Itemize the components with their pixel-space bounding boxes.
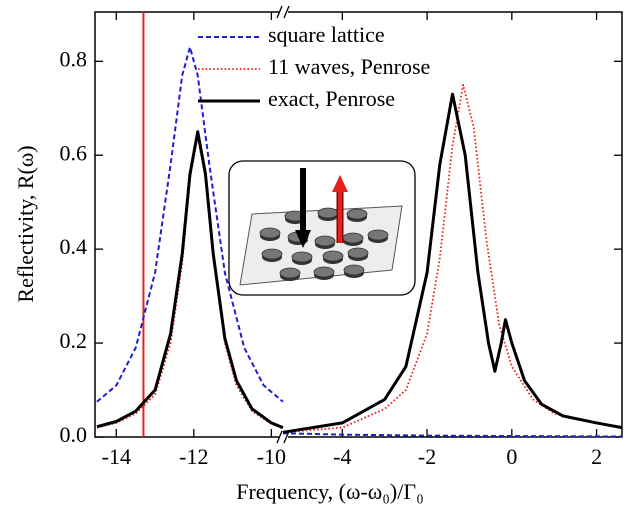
disk-top (291, 251, 313, 263)
axis-break (276, 4, 290, 445)
y-tick-label: 0.2 (60, 328, 88, 353)
x-axis-label: Frequency, (ω-ω₀)/Γ₀ (236, 479, 424, 504)
series-line (282, 92, 623, 434)
x-tick-label: 2 (591, 444, 602, 469)
legend-label: 11 waves, Penrose (268, 54, 430, 79)
disk-top (343, 264, 365, 276)
series-line (96, 130, 284, 430)
y-tick-label: 0.0 (60, 422, 88, 447)
disk-top (314, 235, 336, 247)
disk-top (313, 266, 335, 278)
disk-top (346, 208, 368, 220)
disk-top (259, 227, 281, 239)
disk-top (342, 232, 364, 244)
plot-frame (94, 11, 623, 438)
x-tick-label: -10 (257, 444, 286, 469)
legend-label: exact, Penrose (268, 86, 395, 111)
series-line (282, 432, 623, 438)
legend-label: square lattice (268, 22, 385, 47)
disk-top (261, 248, 283, 260)
disk-top (367, 229, 389, 241)
y-tick-label: 0.4 (60, 234, 88, 259)
x-tick-label: -14 (102, 444, 131, 469)
y-axis-label: Reflectivity, R(ω) (13, 145, 38, 302)
y-tick-label: 0.6 (60, 140, 88, 165)
disk-top (347, 247, 369, 259)
inset-diagram (228, 160, 416, 296)
x-tick-label: -4 (333, 444, 351, 469)
series-line (96, 46, 284, 403)
y-tick-label: 0.8 (60, 46, 88, 71)
series-line (282, 83, 623, 434)
x-tick-label: 0 (506, 444, 517, 469)
disk-top (317, 207, 339, 219)
disk-top (322, 250, 344, 262)
disk-top (279, 267, 301, 279)
x-tick-label: -2 (418, 444, 436, 469)
x-tick-label: -12 (179, 444, 208, 469)
